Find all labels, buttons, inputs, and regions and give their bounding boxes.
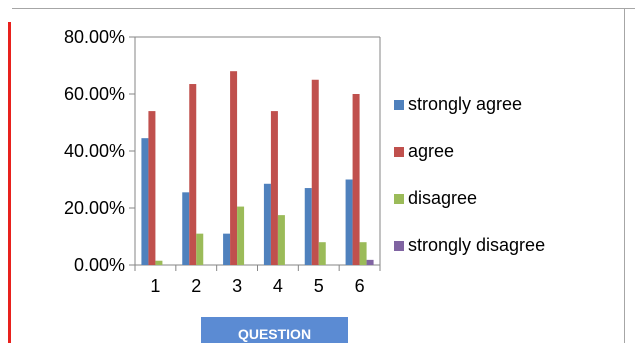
x-tick-labels: 1 2 3 4 5 6 <box>150 276 364 296</box>
bar-agree-q4 <box>270 111 278 265</box>
bar-agree-q6 <box>352 94 360 265</box>
y-tick-label: 0.00% <box>74 255 125 275</box>
bar-chart: 0.00% 20.00% 40.00% 60.00% 80.00% 1 2 3 4 5 6 str… <box>64 27 545 296</box>
bar-strongly-agree-q3 <box>223 233 231 265</box>
bar-agree-q5 <box>311 79 319 265</box>
chart-frame-top <box>12 8 635 9</box>
legend-label: strongly agree <box>408 94 522 114</box>
chart-legend: strongly agree agree disagree strongly disa… <box>394 94 545 255</box>
x-tick-label: 6 <box>355 276 365 296</box>
bar-disagree-q1 <box>155 260 163 265</box>
bar-strongly-agree-q1 <box>141 138 149 265</box>
legend-label: strongly disagree <box>408 235 545 255</box>
bar-agree-q1 <box>148 111 156 265</box>
page-margin-rule <box>8 22 11 343</box>
legend-swatch <box>394 100 404 110</box>
legend-swatch <box>394 194 404 204</box>
bar-disagree-q4 <box>277 215 285 265</box>
bar-disagree-q3 <box>237 206 245 265</box>
x-tick-label: 5 <box>314 276 324 296</box>
bar-agree-q2 <box>189 84 197 266</box>
bar-strongly-agree-q2 <box>182 192 190 265</box>
legend-swatch <box>394 147 404 157</box>
y-tick-label: 80.00% <box>64 27 125 47</box>
bar-strongly-agree-q5 <box>304 188 312 265</box>
chart-axes <box>129 36 381 271</box>
chart-frame-right <box>624 8 625 343</box>
x-tick-label: 4 <box>273 276 283 296</box>
bar-disagree-q5 <box>318 242 326 265</box>
y-tick-labels: 0.00% 20.00% 40.00% 60.00% 80.00% <box>64 27 125 275</box>
bar-strongly-agree-q6 <box>345 179 353 265</box>
legend-swatch <box>394 241 404 251</box>
x-tick-label: 3 <box>232 276 242 296</box>
x-tick-label: 1 <box>150 276 160 296</box>
y-tick-label: 60.00% <box>64 84 125 104</box>
chart-bars <box>141 71 374 266</box>
y-tick-label: 20.00% <box>64 198 125 218</box>
bar-strongly-disagree-q6 <box>366 259 374 265</box>
bar-disagree-q2 <box>196 233 204 265</box>
bar-strongly-agree-q4 <box>263 183 271 265</box>
x-axis-title: QUESTION <box>201 317 348 343</box>
bar-agree-q3 <box>230 71 238 265</box>
x-tick-label: 2 <box>191 276 201 296</box>
legend-label: agree <box>408 141 454 161</box>
legend-label: disagree <box>408 188 477 208</box>
bar-disagree-q6 <box>359 242 367 265</box>
y-tick-label: 40.00% <box>64 141 125 161</box>
